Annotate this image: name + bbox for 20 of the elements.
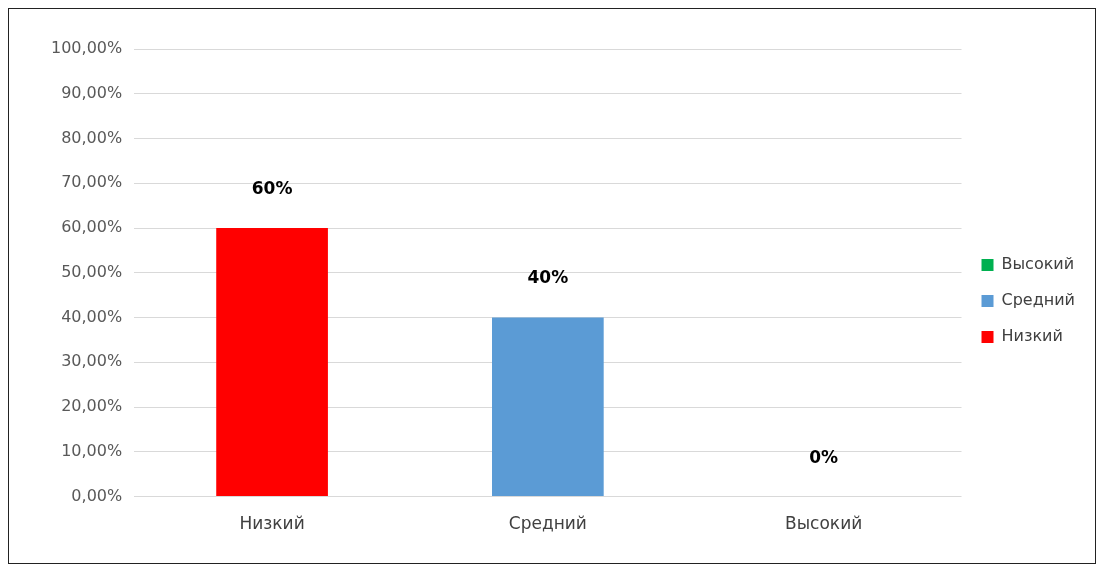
y-tick-label: 50,00% — [61, 261, 123, 281]
legend-label: Высокий — [1001, 254, 1075, 274]
y-tick-label: 40,00% — [61, 306, 123, 326]
y-tick-label: 80,00% — [61, 127, 123, 147]
y-tick-label: 60,00% — [61, 217, 123, 237]
y-tick-label: 20,00% — [61, 396, 123, 416]
x-tick-label: Средний — [508, 513, 587, 534]
data-label: 40% — [527, 267, 569, 288]
x-tick-label: Низкий — [239, 513, 305, 534]
data-label: 60% — [251, 177, 293, 198]
y-tick-label: 70,00% — [61, 172, 123, 192]
y-tick-label: 0,00% — [71, 485, 123, 505]
data-label: 0% — [809, 446, 839, 467]
y-tick-label: 10,00% — [61, 441, 123, 460]
y-tick-label: 100,00% — [51, 38, 123, 58]
x-tick-label: Высокий — [785, 513, 863, 534]
legend-label: Низкий — [1001, 326, 1063, 346]
y-tick-label: 30,00% — [61, 351, 123, 371]
y-tick-label: 90,00% — [61, 82, 123, 102]
legend-label: Средний — [1001, 290, 1076, 310]
